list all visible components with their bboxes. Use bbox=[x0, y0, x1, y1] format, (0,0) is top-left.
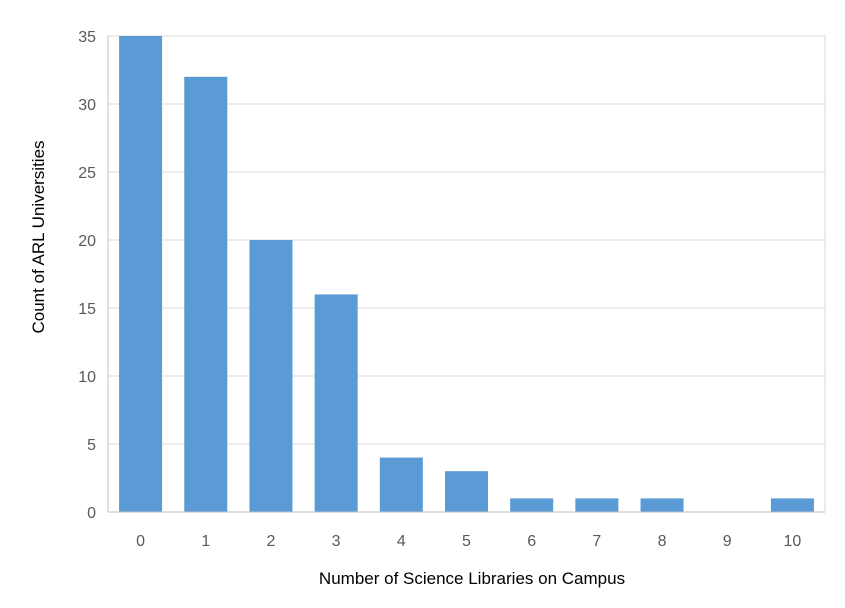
x-tick-label: 2 bbox=[267, 533, 276, 550]
gridlines bbox=[108, 103, 825, 445]
bar-0 bbox=[119, 36, 163, 512]
x-tick-label: 9 bbox=[723, 533, 732, 550]
y-tick-label: 5 bbox=[87, 437, 96, 454]
y-tick-label: 25 bbox=[78, 165, 96, 182]
y-tick-label: 0 bbox=[87, 505, 96, 522]
x-tick-label: 10 bbox=[784, 533, 802, 550]
bar-3 bbox=[314, 294, 358, 512]
y-tick-label: 20 bbox=[78, 233, 96, 250]
y-tick-label: 35 bbox=[78, 29, 96, 46]
bar-5 bbox=[444, 471, 489, 512]
bar-10 bbox=[770, 498, 814, 512]
bar-4 bbox=[379, 457, 423, 512]
y-axis-title: Count of ARL Universities bbox=[29, 140, 48, 333]
x-tick-labels: 0 1 2 3 4 5 6 7 8 9 10 bbox=[136, 533, 801, 550]
x-tick-label: 4 bbox=[397, 533, 406, 550]
x-axis-title: Number of Science Libraries on Campus bbox=[319, 569, 625, 588]
x-tick-label: 7 bbox=[592, 533, 601, 550]
x-tick-label: 8 bbox=[658, 533, 667, 550]
x-tick-label: 1 bbox=[201, 533, 210, 550]
y-tick-labels: 0 5 10 15 20 25 30 35 bbox=[78, 29, 96, 522]
bar-6 bbox=[510, 498, 554, 512]
y-tick-label: 15 bbox=[78, 301, 96, 318]
plot-area bbox=[107, 35, 826, 513]
bars bbox=[119, 36, 814, 513]
x-tick-label: 0 bbox=[136, 533, 145, 550]
bar-7 bbox=[575, 498, 619, 512]
y-tick-label: 30 bbox=[78, 97, 96, 114]
x-tick-label: 3 bbox=[332, 533, 341, 550]
y-tick-label: 10 bbox=[78, 369, 96, 386]
x-tick-label: 6 bbox=[527, 533, 536, 550]
bar-1 bbox=[184, 76, 228, 513]
bar-8 bbox=[640, 498, 684, 512]
x-tick-label: 5 bbox=[462, 533, 471, 550]
bar-2 bbox=[249, 240, 293, 512]
